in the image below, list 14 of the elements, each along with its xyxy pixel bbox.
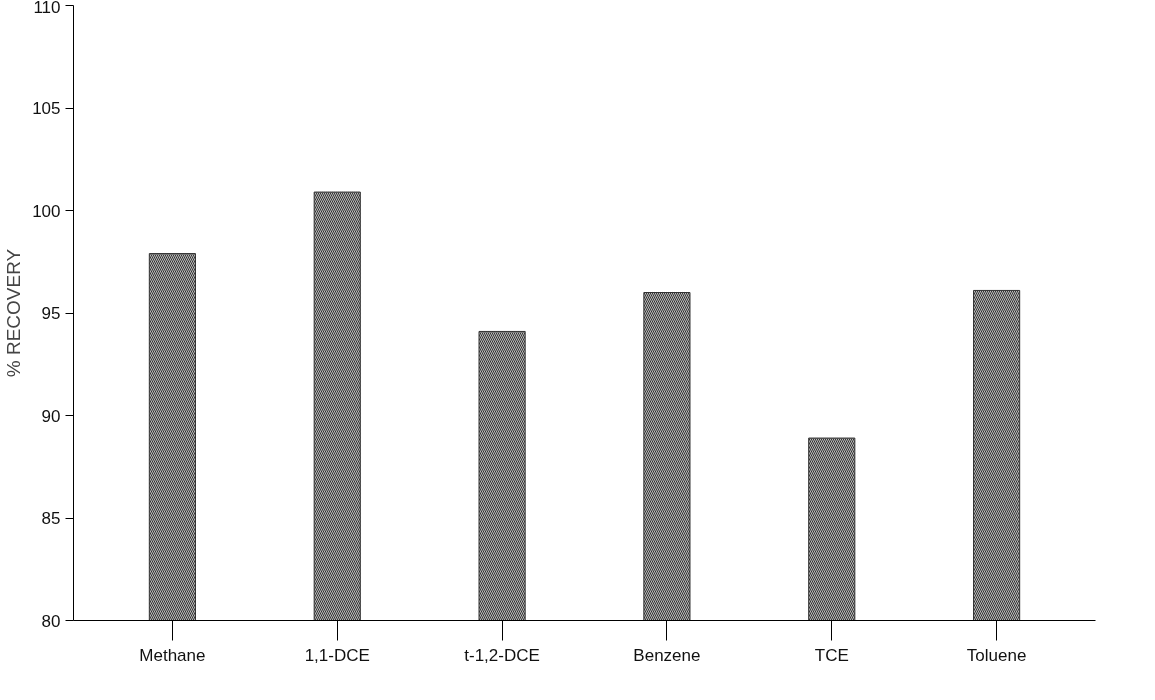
x-tick-label: Benzene — [633, 645, 701, 665]
x-tick-label: Toluene — [966, 645, 1027, 665]
y-tick-label: 95 — [41, 304, 61, 323]
x-tick-label: 1,1-DCE — [304, 645, 370, 665]
x-tick-label: t-1,2-DCE — [464, 645, 540, 665]
y-tick-label: 80 — [41, 611, 61, 631]
y-tick-label: 110 — [33, 0, 61, 17]
y-tick-label: 100 — [32, 201, 61, 221]
y-tick-label: 90 — [41, 406, 61, 426]
y-tick-label: 105 — [32, 99, 61, 118]
x-tick-label: Methane — [139, 645, 206, 665]
x-tick-label: TCE — [814, 645, 849, 665]
y-axis-title: % RECOVERY — [3, 248, 25, 378]
y-tick-label: 85 — [41, 509, 61, 528]
